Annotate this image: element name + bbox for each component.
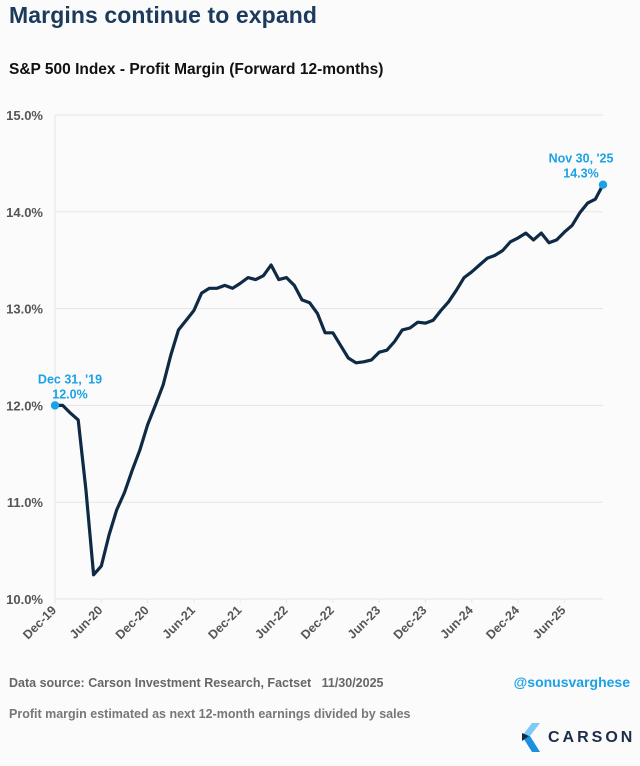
x-tick-label: Dec-24 (483, 603, 522, 642)
carson-logo: CARSON (518, 722, 633, 754)
data-source: Data source: Carson Investment Research,… (9, 676, 384, 690)
x-tick-label: Jun-21 (160, 603, 198, 641)
x-tick-label: Dec-22 (298, 603, 337, 642)
x-tick-label: Dec-23 (391, 603, 430, 642)
x-tick-label: Jun-20 (67, 603, 105, 641)
x-tick-label: Jun-24 (438, 603, 476, 641)
x-tick-label: Jun-23 (345, 603, 383, 641)
annotation-marker (598, 180, 608, 189)
x-tick-label: Jun-25 (530, 603, 568, 641)
gridlines (54, 114, 603, 603)
y-tick-label: 10.0% (6, 592, 43, 607)
y-tick-label: 11.0% (7, 495, 44, 510)
annotation-date: Dec 31, '19 (38, 372, 102, 386)
series-line-profit-margin (53, 183, 605, 577)
y-tick-label: 13.0% (6, 302, 43, 317)
headline: Margins continue to expand (9, 2, 318, 28)
x-axis-ticks: Dec-19 Jun-20 Dec-20 Jun-21 Dec-21 Jun-22 Dec-… (20, 603, 568, 642)
x-tick-label: Dec-20 (113, 603, 152, 642)
logo-text: CARSON (548, 729, 636, 746)
x-tick-label: Dec-19 (20, 603, 59, 642)
y-tick-label: 12.0% (6, 398, 43, 413)
y-tick-label: 14.0% (6, 205, 43, 220)
annotation-date: Nov 30, '25 (549, 152, 614, 166)
chart-title: S&P 500 Index - Profit Margin (Forward 1… (9, 61, 384, 78)
y-axis-ticks: 15.0% 14.0% 13.0% 12.0% 11.0% 10.0% (6, 108, 43, 607)
annotation-value: 14.3% (563, 167, 598, 181)
x-tick-label: Jun-22 (252, 603, 290, 641)
carson-chevron-icon (522, 723, 540, 752)
twitter-handle-link[interactable]: @sonusvarghese (513, 674, 630, 690)
y-tick-label: 15.0% (6, 108, 43, 123)
annotation-value: 12.0% (52, 387, 87, 401)
footnote: Profit margin estimated as next 12-month… (9, 707, 411, 721)
line-chart: 15.0%14.0%13.0%12.0%11.0%10.0% Dec-19 Jun… (6, 108, 614, 642)
annotation-marker (50, 401, 60, 410)
x-tick-label: Dec-21 (205, 603, 244, 642)
